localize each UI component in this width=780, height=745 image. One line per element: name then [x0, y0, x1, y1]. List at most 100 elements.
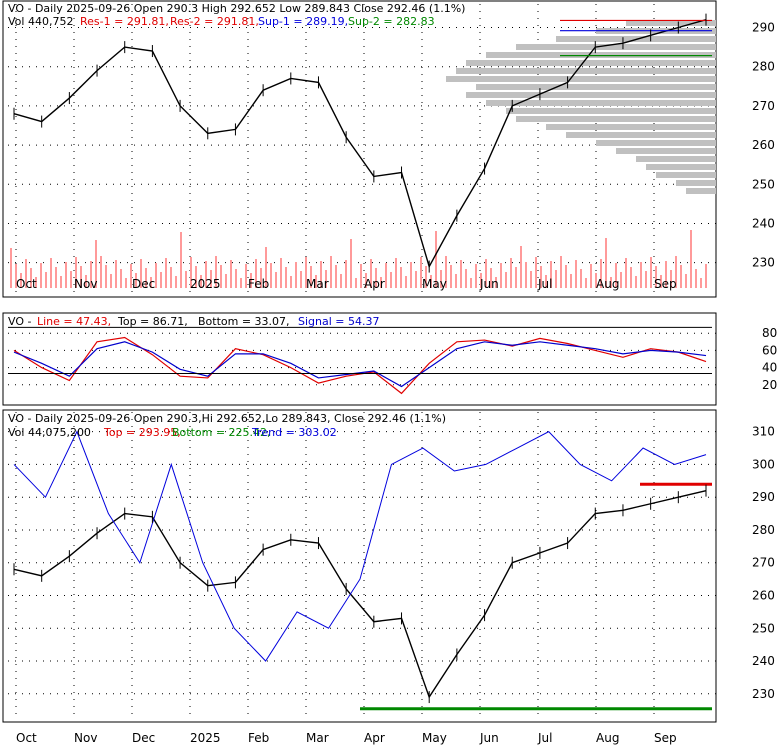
volume-profile-bar: [686, 188, 716, 194]
volume-profile-bar: [566, 132, 716, 138]
volume-bar: [600, 259, 602, 288]
volume-bar: [20, 273, 22, 288]
panel1-lines: [13, 19, 712, 269]
y-tick-label: 280: [752, 60, 775, 74]
volume-profile-bar: [656, 172, 716, 178]
volume-bar: [130, 264, 132, 288]
volume-bar: [505, 272, 507, 288]
volume-bar: [385, 263, 387, 288]
volume-bar: [685, 274, 687, 288]
volume-profile-bar: [476, 84, 716, 90]
volume-bar: [320, 261, 322, 288]
price-line: [13, 489, 707, 699]
volume-bar: [10, 248, 12, 288]
volume-bar: [65, 262, 67, 288]
volume-bar: [680, 265, 682, 288]
volume-bar: [195, 266, 197, 288]
x-tick-label: Nov: [74, 731, 97, 745]
volume-bar: [435, 231, 437, 288]
volume-bar: [480, 273, 482, 288]
volume-bar: [35, 277, 37, 288]
y-tick-label: 260: [752, 588, 775, 602]
volume-bar: [125, 278, 127, 288]
x-tick-label: Mar: [306, 731, 329, 745]
volume-bar: [90, 261, 92, 288]
trend-line: [13, 430, 707, 662]
volume-bar: [25, 259, 27, 288]
volume-bar: [310, 266, 312, 288]
volume-bar: [30, 268, 32, 288]
volume-profile-bar: [516, 44, 716, 50]
y-tick-label: 260: [752, 138, 775, 152]
panel1-res1: Res-1 = 291.81,: [80, 15, 169, 28]
x-tick-label: Aug: [596, 277, 619, 291]
volume-bar: [465, 269, 467, 288]
panel3-x-ticks: Oct Nov Dec 2025 Feb Mar Apr May Jun Jul Aug Sep: [16, 731, 677, 745]
volume-bar: [45, 272, 47, 288]
y-tick-label: 230: [752, 256, 775, 270]
volume-bar: [100, 256, 102, 288]
y-tick-label: 270: [752, 556, 775, 570]
x-tick-label: Mar: [306, 277, 329, 291]
x-tick-label: Feb: [248, 731, 269, 745]
panel3-frame: [2, 409, 717, 723]
volume-bar: [400, 267, 402, 288]
volume-bar: [140, 259, 142, 288]
volume-bar: [265, 247, 267, 288]
y-tick-label: 40: [762, 361, 777, 375]
volume-bar: [650, 257, 652, 288]
volume-bar: [395, 258, 397, 288]
volume-bar: [275, 272, 277, 288]
y-tick-label: 240: [752, 216, 775, 230]
volume-profile-bar: [446, 76, 716, 82]
volume-bar: [250, 273, 252, 288]
x-tick-label: Jun: [479, 731, 499, 745]
panel1-y-ticks: 230 240 250 260 270 280 290: [752, 21, 775, 270]
volume-bar: [55, 267, 57, 288]
panel3-title: VO - Daily 2025-09-26 Open 290.3,Hi 292.…: [8, 412, 446, 425]
volume-bar: [625, 258, 627, 288]
volume-bar: [460, 260, 462, 288]
volume-bar: [640, 262, 642, 288]
panel1-candles: [13, 13, 707, 273]
y-tick-label: 60: [762, 343, 777, 357]
volume-bar: [380, 277, 382, 288]
volume-bar: [50, 258, 52, 288]
volume-bar: [190, 257, 192, 288]
volume-bar: [340, 274, 342, 288]
y-tick-label: 20: [762, 378, 777, 392]
volume-bar: [135, 273, 137, 288]
x-tick-label: Feb: [248, 277, 269, 291]
volume-bar: [315, 275, 317, 288]
x-tick-label: Oct: [16, 731, 37, 745]
volume-bar: [540, 266, 542, 288]
volume-bar: [500, 263, 502, 288]
y-tick-label: 80: [762, 326, 777, 340]
volume-bar: [425, 266, 427, 288]
y-tick-label: 300: [752, 457, 775, 471]
x-tick-label: Nov: [74, 277, 97, 291]
volume-bar: [360, 264, 362, 288]
volume-profile-bar: [466, 60, 716, 66]
volume-bar: [355, 278, 357, 288]
x-tick-label: Oct: [16, 277, 37, 291]
x-tick-label: 2025: [190, 277, 221, 291]
volume-bar: [670, 270, 672, 288]
panel3-lines: [13, 430, 712, 711]
volume-bar: [430, 275, 432, 288]
panel2-bottom: Bottom = 33.07,: [198, 315, 290, 328]
x-tick-label: Sep: [654, 277, 677, 291]
panel3-y-ticks: 230 240 250 260 270 280 290 300 310: [752, 425, 775, 701]
y-tick-label: 280: [752, 523, 775, 537]
volume-bar: [415, 271, 417, 288]
volume-bar: [565, 265, 567, 288]
volume-bar: [370, 259, 372, 288]
volume-bar: [110, 274, 112, 288]
volume-profile-bar: [646, 164, 716, 170]
panel1-sup2: Sup-2 = 282.83: [348, 15, 435, 28]
volume-bar: [15, 264, 17, 288]
y-tick-label: 240: [752, 654, 775, 668]
volume-bar: [490, 268, 492, 288]
volume-bar: [170, 267, 172, 288]
panel1-vol: Vol 440,752: [8, 15, 73, 28]
